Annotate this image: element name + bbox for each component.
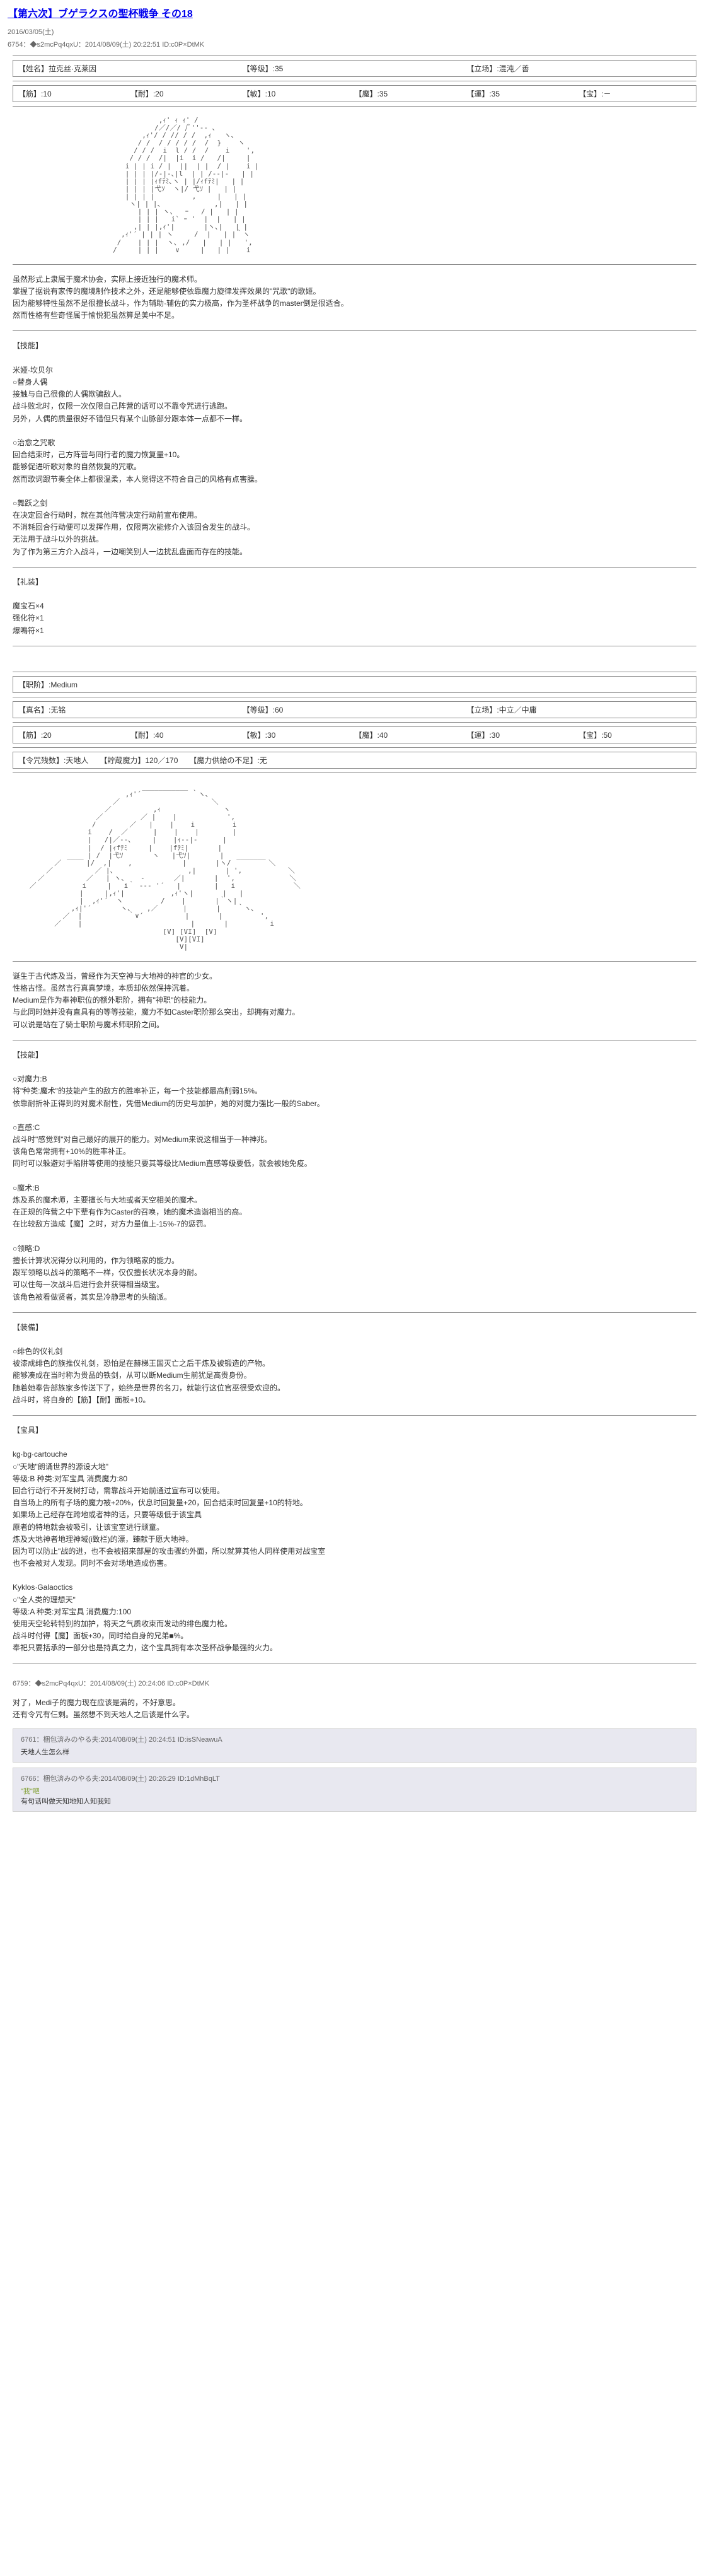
char1-luk: 【運】:35 — [466, 88, 579, 99]
char1-skill1-desc: 接触与自己很像的人偶欺骗敌人。 战斗败北时，仅限一次仅限自己阵营的话可以不靠令咒… — [13, 388, 696, 425]
char2-treasure1: kg·bg·cartouche ○"天地"朗诵世界的源设大地" 等级:B 种类:… — [13, 1448, 696, 1570]
char2-agi: 【敏】:30 — [243, 730, 355, 740]
reply1: 6761：梱包済みのやる夫:2014/08/09(土) 20:24:51 ID:… — [13, 1728, 696, 1763]
reply2-quote: "我"吧 — [21, 1786, 688, 1796]
char1-mag: 【魔】:35 — [354, 88, 466, 99]
char2-skillC: ○魔术:B 炼及系的魔术师，主要擅长与大地或者天空相关的魔术。 在正规的阵营之中… — [13, 1182, 696, 1231]
char1-ascii-art: ,ｨ' ｨ ｨ' / /／/／/ /ﾞ''‐- ､ ,ｨ'/ / // / / … — [13, 110, 696, 260]
char1-skill2-desc: 回合结束时，己方阵营与同行者的魔力恢复量+10。 能够促进听歌对象的自然恢复的咒… — [13, 449, 696, 486]
char1-str: 【筋】:10 — [18, 88, 130, 99]
char1-skill3-desc: 在决定回合行动时，就在其他阵营决定行动前宣布使用。 不消耗回合行动便可以发挥作用… — [13, 510, 696, 558]
char1-stance: 【立场】:混沌／善 — [466, 63, 691, 74]
char2-skillA: ○对魔力:B 将"种类:魔术"的技能产生的敌方的胜率补正，每一个技能都最高削弱1… — [13, 1073, 696, 1110]
char2-skill-header: 【技能】 — [13, 1049, 696, 1061]
char1-level: 【等级】:35 — [243, 63, 467, 74]
char2-description: 诞生于古代炼及当，曾经作为天空神与大地神的神官的少女。 性格古怪。虽然言行真真梦… — [13, 965, 696, 1036]
char2-treasure-header: 【宝具】 — [13, 1425, 696, 1437]
reply2-text: 有句话叫做天知地知人知我知 — [21, 1796, 688, 1806]
char1-trs: 【宝】:－ — [579, 88, 691, 99]
char2-trs: 【宝】:50 — [579, 730, 691, 740]
char2-extra-stats: 【令咒残数】:天地人 【貯蔵魔力】120／170 【魔力供給の不足】:无 — [18, 756, 267, 765]
post-date: 2016/03/05(土) — [0, 25, 709, 38]
char2-equip-desc: ○绯色的仪礼剑 被漆成绯色的族推仪礼剑，恐怕是在赫梯王国灭亡之后干炼及被锻造的产… — [13, 1346, 696, 1406]
char2-name: 【真名】:无铭 — [18, 704, 243, 715]
reply2: 6766：梱包済みのやる夫:2014/08/09(土) 20:26:29 ID:… — [13, 1768, 696, 1812]
character1-block: 【姓名】拉克丝·克莱因 【等级】:35 【立场】:混沌／善 【筋】:10 【耐】… — [13, 55, 696, 646]
char1-name: 【姓名】拉克丝·克莱因 — [18, 63, 243, 74]
post2-text: 对了，Medi子的魔力现在应该是满的，不好意思。 还有令咒有仨剩。虽然想不到天地… — [0, 1694, 709, 1723]
char2-level: 【等级】:60 — [243, 704, 467, 715]
char1-def: 【耐】:20 — [130, 88, 243, 99]
char2-str: 【筋】:20 — [18, 730, 130, 740]
post-meta: 6754：◆s2mcPq4qxU：2014/08/09(土) 20:22:51 … — [0, 38, 709, 50]
char2-stance: 【立场】:中立／中庸 — [466, 704, 691, 715]
char2-mag: 【魔】:40 — [354, 730, 466, 740]
char2-ascii-art: ___________ ,ｨ'´ ｀ヽ、 ／ ＼ ／ ,ｨ ヽ ／ ／ | | — [13, 777, 696, 957]
char1-skill1-sub: ○替身人偶 — [13, 376, 696, 388]
char2-class: 【职阶】:Medium — [18, 680, 78, 689]
char1-description: 虽然形式上隶属于魔术协会，实际上接近独行的魔术师。 掌握了据说有家传的魔境制作技… — [13, 269, 696, 327]
post2-meta: 6759：◆s2mcPq4qxU：2014/08/09(土) 20:24:06 … — [0, 1677, 709, 1689]
char2-skillD: ○领略:D 擅长计算状况得分以利用的，作为领略家的能力。 跟军领略以战斗的策略不… — [13, 1243, 696, 1303]
char1-skill1-name: 米娅·坎贝尔 — [13, 364, 696, 376]
char2-skillB: ○直感:C 战斗时"感觉到"对自己最好的展开的能力。对Medium来说这相当于一… — [13, 1122, 696, 1170]
char1-equip-header: 【礼装】 — [13, 576, 696, 588]
character2-block: 【职阶】:Medium 【真名】:无铭 【等级】:60 【立场】:中立／中庸 【… — [13, 672, 696, 1664]
thread-title-link[interactable]: 【第六次】ブゲラクスの聖杯戦争 その18 — [0, 0, 709, 25]
char1-skill-header: 【技能】 — [13, 340, 696, 352]
reply1-text: 天地人生怎么样 — [21, 1747, 688, 1757]
char1-agi: 【敏】:10 — [243, 88, 355, 99]
char2-luk: 【運】:30 — [466, 730, 579, 740]
char2-def: 【耐】:40 — [130, 730, 243, 740]
char2-equip-header: 【装備】 — [13, 1322, 696, 1334]
char2-treasure2: Kyklos·Galaoctics ○"全人类的理想天" 等级:A 种类:对军宝… — [13, 1582, 696, 1654]
char1-equip-desc: 魔宝石×4 强化符×1 爆鳴符×1 — [13, 600, 696, 637]
reply1-meta: 6761：梱包済みのやる夫:2014/08/09(土) 20:24:51 ID:… — [21, 1734, 688, 1744]
reply2-meta: 6766：梱包済みのやる夫:2014/08/09(土) 20:26:29 ID:… — [21, 1773, 688, 1783]
char1-skill2-name: ○治愈之咒歌 — [13, 437, 696, 449]
char1-skill3-name: ○舞跃之剑 — [13, 498, 696, 510]
